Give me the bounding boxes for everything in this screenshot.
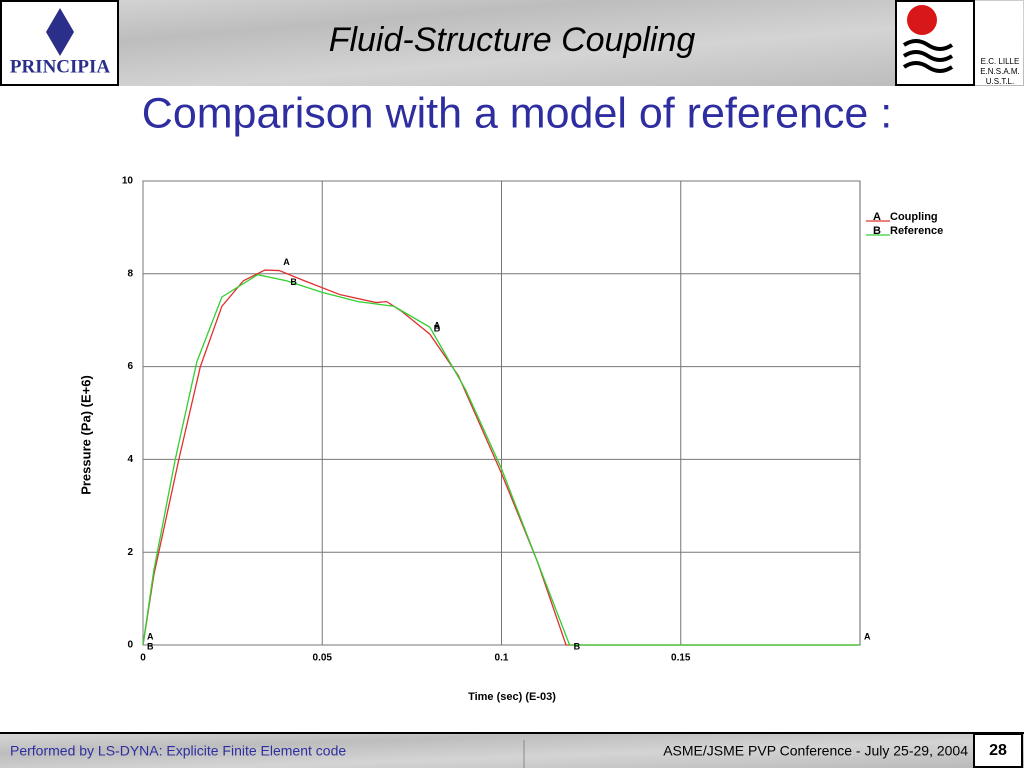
curve-marker: A bbox=[434, 320, 441, 330]
curve-marker: A bbox=[283, 257, 290, 267]
y-tick-label: 2 bbox=[127, 547, 133, 558]
curve-marker: A bbox=[864, 631, 871, 641]
logo-diamond bbox=[46, 8, 74, 56]
series-line bbox=[142, 269, 860, 646]
header-title: Fluid-Structure Coupling bbox=[329, 21, 696, 59]
curve-marker: A bbox=[147, 631, 154, 641]
footer-band bbox=[0, 732, 1024, 768]
y-tick-label: 6 bbox=[127, 361, 133, 372]
footer-left: Performed by LS-DYNA: Explicite Finite E… bbox=[10, 743, 346, 759]
right-logo-text-box bbox=[975, 1, 1023, 85]
y-tick-label: 0 bbox=[127, 640, 133, 651]
logo-sun bbox=[907, 5, 937, 35]
x-tick-label: 0.15 bbox=[671, 653, 691, 664]
curve-marker: B bbox=[434, 324, 441, 334]
header-band bbox=[0, 0, 1024, 86]
series-line bbox=[142, 274, 860, 646]
x-axis-title: Time (sec) (E-03) bbox=[468, 691, 556, 703]
legend-marker: A bbox=[873, 211, 881, 223]
curve-marker: B bbox=[147, 641, 154, 651]
x-tick-label: 0.1 bbox=[495, 653, 509, 664]
chart: 0 2 4 6 8 10 0 0.05 0.1 0.15 Time (sec) (E-03) Pres… bbox=[78, 176, 943, 703]
y-axis-title: Pressure (Pa) (E+6) bbox=[78, 375, 93, 495]
y-tick-label: 10 bbox=[122, 176, 134, 187]
curve-marker: B bbox=[290, 277, 297, 287]
logo-waves bbox=[902, 39, 954, 73]
page-box bbox=[973, 733, 1023, 768]
y-tick-label: 8 bbox=[127, 268, 133, 279]
logo-line: U.S.T.L. bbox=[986, 77, 1014, 86]
legend-label: Reference bbox=[890, 225, 943, 237]
y-tick-label: 4 bbox=[127, 454, 133, 465]
footer-right: ASME/JSME PVP Conference - July 25-29, 2… bbox=[663, 743, 968, 759]
x-tick-label: 0 bbox=[140, 653, 146, 664]
legend-label: Coupling bbox=[890, 211, 938, 223]
subtitle: Comparison with a model of reference : bbox=[142, 89, 892, 137]
left-logo-text: PRINCIPIA bbox=[10, 56, 111, 77]
logo-line: E.C. LILLE bbox=[981, 57, 1020, 66]
curve-marker: B bbox=[574, 641, 581, 651]
x-tick-label: 0.05 bbox=[313, 653, 333, 664]
logo-line: E.N.S.A.M. bbox=[980, 67, 1020, 76]
page-number: 28 bbox=[989, 742, 1007, 759]
legend-marker: B bbox=[873, 225, 881, 237]
